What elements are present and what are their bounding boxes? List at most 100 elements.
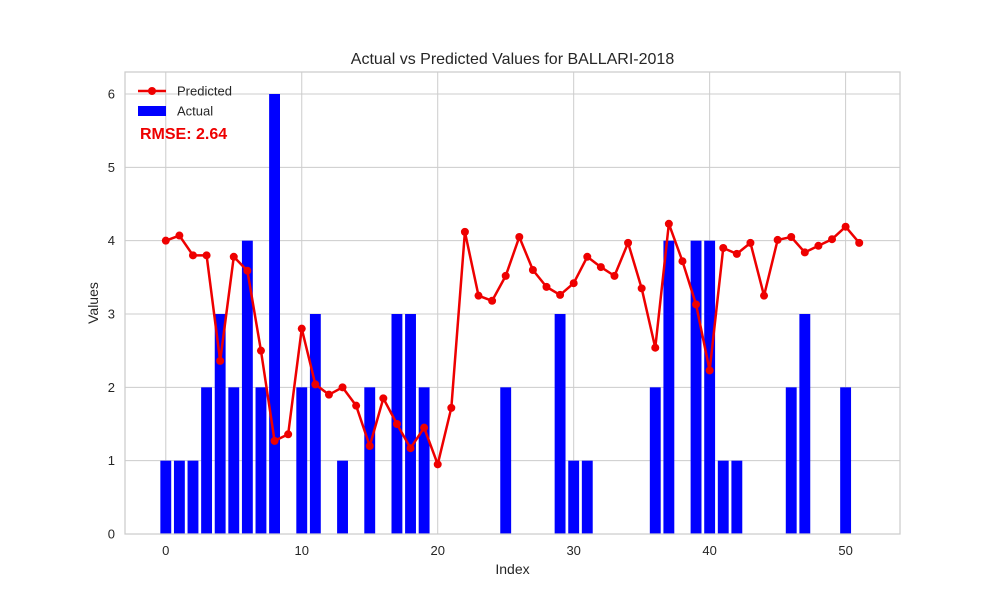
predicted-point <box>488 296 497 305</box>
predicted-point <box>297 324 306 333</box>
x-tick-label: 20 <box>430 543 444 558</box>
predicted-point <box>352 401 361 410</box>
predicted-point <box>814 241 823 250</box>
x-tick-label: 0 <box>162 543 169 558</box>
x-tick-label: 50 <box>838 543 852 558</box>
predicted-point <box>243 266 252 275</box>
actual-bar <box>405 314 416 534</box>
predicted-point <box>175 231 184 240</box>
actual-bar <box>364 387 376 534</box>
actual-bar <box>160 460 172 534</box>
actual-bar <box>704 240 716 534</box>
predicted-point <box>637 284 646 293</box>
predicted-line <box>161 219 864 469</box>
x-tick-label: 30 <box>566 543 580 558</box>
actual-bar <box>568 460 580 534</box>
predicted-point <box>474 291 483 300</box>
actual-bar <box>255 387 267 534</box>
predicted-series-line <box>165 222 861 466</box>
predicted-point <box>787 233 796 241</box>
predicted-point <box>188 251 197 260</box>
predicted-point <box>501 271 510 280</box>
x-tick-label: 40 <box>702 543 716 558</box>
predicted-point <box>460 227 469 236</box>
actual-bar <box>228 387 240 534</box>
predicted-point <box>270 436 279 445</box>
predicted-point <box>760 291 769 300</box>
actual-bar <box>731 460 743 534</box>
predicted-point <box>719 244 728 252</box>
predicted-point <box>338 383 347 392</box>
actual-bar <box>785 387 797 534</box>
predicted-point <box>161 236 170 245</box>
y-tick-label: 2 <box>108 380 115 395</box>
actual-bar <box>337 460 348 534</box>
predicted-point <box>229 252 238 261</box>
chart-title: Actual vs Predicted Values for BALLARI-2… <box>351 51 675 68</box>
y-tick-label: 4 <box>108 233 115 248</box>
predicted-point <box>406 444 415 453</box>
predicted-point <box>528 266 537 274</box>
predicted-point <box>284 430 293 439</box>
y-tick-label: 1 <box>108 453 115 468</box>
actual-bar <box>799 314 811 534</box>
actual-bar <box>418 387 430 534</box>
y-tick-label: 5 <box>108 160 115 175</box>
predicted-point <box>705 366 714 375</box>
predicted-point <box>678 257 687 266</box>
predicted-point <box>311 380 320 389</box>
actual-bar <box>690 240 702 534</box>
predicted-point <box>515 233 524 241</box>
plot-frame <box>124 71 901 535</box>
y-axis-label: Values <box>85 282 101 324</box>
predicted-point <box>433 460 442 469</box>
actual-bar <box>187 460 199 534</box>
legend-predicted-label: Predicted <box>177 84 232 99</box>
predicted-point <box>256 346 265 355</box>
predicted-point <box>610 271 619 280</box>
predicted-point <box>324 390 333 399</box>
legend-actual-swatch <box>138 106 166 116</box>
predicted-point <box>828 235 837 244</box>
predicted-point <box>732 249 741 258</box>
actual-bar <box>500 387 512 534</box>
plot-background <box>125 72 900 534</box>
x-tick-label: 10 <box>295 543 309 558</box>
predicted-point <box>746 238 755 247</box>
predicted-point <box>569 279 578 288</box>
actual-bar <box>840 387 852 534</box>
legend-predicted-point-marker <box>148 87 156 95</box>
actual-bar <box>717 460 729 534</box>
predicted-point <box>202 251 211 260</box>
actual-bar <box>173 460 185 534</box>
predicted-point <box>841 222 850 231</box>
actual-bar <box>649 387 661 534</box>
predicted-point <box>542 282 551 291</box>
actual-bar <box>663 240 675 534</box>
predicted-point <box>420 423 429 432</box>
predicted-point <box>447 403 456 412</box>
rmse-annotation: RMSE: 2.64 <box>140 126 227 143</box>
predicted-point <box>773 235 782 244</box>
actual-bar <box>581 460 593 534</box>
y-tick-label: 6 <box>108 87 115 102</box>
y-axis-ticks: 0 1 2 3 4 5 6 <box>108 87 115 542</box>
predicted-point <box>379 394 388 403</box>
predicted-point <box>583 252 592 261</box>
x-axis-ticks: 0 10 20 30 40 50 <box>162 543 853 558</box>
predicted-point <box>392 420 401 428</box>
actual-bar <box>296 387 308 534</box>
actual-bar <box>554 314 566 534</box>
predicted-point <box>664 219 673 228</box>
predicted-point <box>365 442 374 450</box>
actual-bar <box>309 314 321 534</box>
actual-bar <box>269 94 280 534</box>
predicted-point <box>556 290 565 299</box>
predicted-point <box>216 356 225 365</box>
predicted-point <box>624 238 633 247</box>
predicted-point <box>692 300 701 309</box>
predicted-point <box>651 343 660 352</box>
predicted-point <box>855 238 864 247</box>
actual-bar <box>214 314 226 534</box>
